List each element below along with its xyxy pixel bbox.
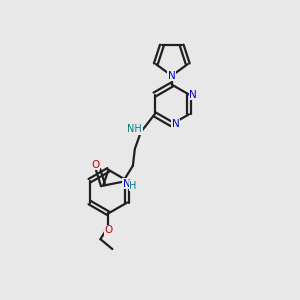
- Text: N: N: [123, 179, 131, 189]
- Text: H: H: [129, 181, 137, 191]
- Text: N: N: [172, 119, 180, 129]
- Text: O: O: [104, 225, 112, 235]
- Text: N: N: [168, 71, 176, 81]
- Text: N: N: [189, 89, 197, 100]
- Text: NH: NH: [128, 124, 142, 134]
- Text: O: O: [91, 160, 99, 170]
